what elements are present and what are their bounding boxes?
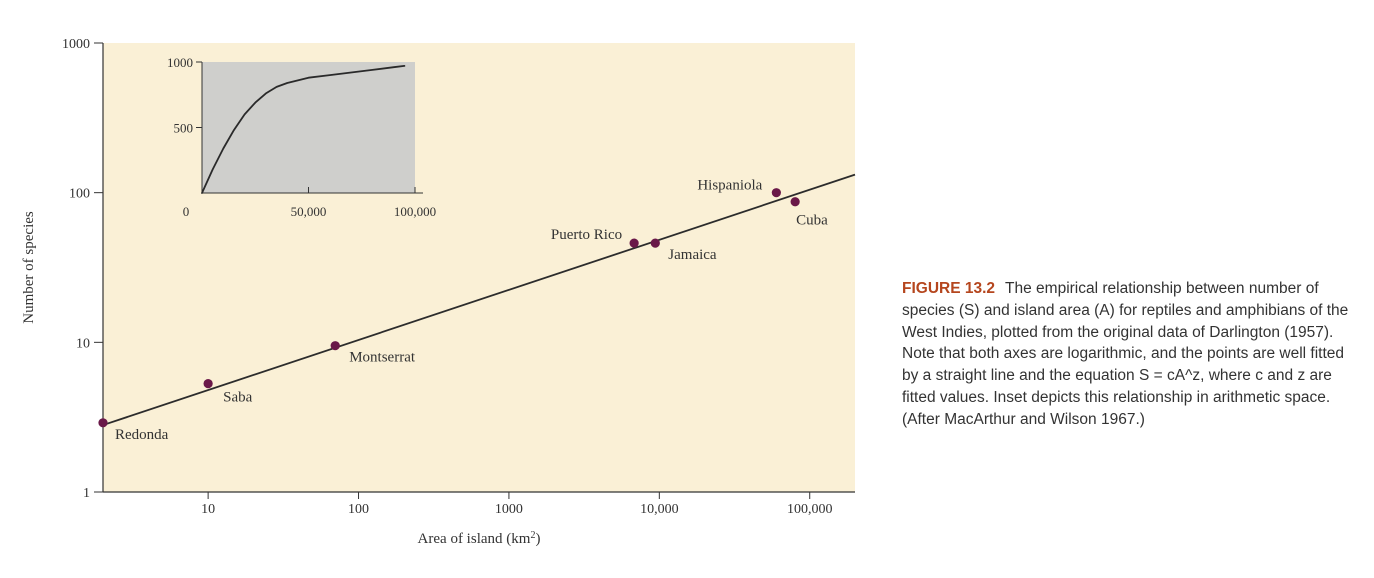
point-label-montserrat: Montserrat	[349, 350, 416, 366]
figure-caption: FIGURE 13.2 The empirical relationship be…	[902, 278, 1362, 431]
inset-y-tick-label: 500	[174, 121, 194, 136]
data-point-redonda	[98, 418, 108, 428]
inset-curve	[201, 65, 406, 194]
point-label-hispaniola: Hispaniola	[697, 178, 762, 194]
inset-x-tick-label: 50,000	[291, 204, 327, 219]
y-tick-label: 100	[69, 187, 90, 202]
y-axis-title: Number of species	[21, 211, 37, 324]
y-tick-label: 1000	[62, 37, 90, 52]
inset-x-tick-label: 0	[183, 204, 190, 219]
point-label-saba: Saba	[223, 390, 253, 406]
data-point-saba	[203, 379, 213, 389]
inset-x-tick-label: 100,000	[394, 204, 436, 219]
inset-y-tick-label: 1000	[167, 55, 193, 70]
x-tick-label: 10	[201, 502, 215, 517]
data-point-puerto-rico	[629, 238, 639, 248]
x-tick-label: 100,000	[787, 502, 833, 517]
data-point-jamaica	[650, 238, 660, 248]
species-area-chart: 1 10 100 1000 10 100 1000 10,000 100,000 Area of …	[21, 37, 856, 548]
point-label-cuba: Cuba	[796, 213, 828, 229]
inset-chart: 500 1000 0 50,000 100,000	[167, 55, 436, 219]
point-label-redonda: Redonda	[115, 427, 169, 443]
point-label-jamaica: Jamaica	[668, 247, 717, 263]
caption-label: FIGURE 13.2	[902, 280, 996, 297]
main-chart: 1 10 100 1000 10 100 1000 10,000 100,000 Area of …	[21, 37, 856, 548]
caption-text: The empirical relationship between numbe…	[902, 280, 1349, 428]
data-point-cuba	[790, 197, 800, 207]
x-tick-label: 100	[348, 502, 369, 517]
inset-background	[202, 62, 415, 193]
x-axis-title: Area of island (km2)	[418, 530, 541, 548]
x-tick-label: 1000	[495, 502, 523, 517]
fit-line	[102, 173, 856, 426]
y-tick-label: 1	[83, 486, 90, 501]
y-tick-label: 10	[76, 336, 90, 351]
x-tick-label: 10,000	[640, 502, 679, 517]
data-point-hispaniola	[771, 188, 781, 198]
figure: 1 10 100 1000 10 100 1000 10,000 100,000 Area of …	[21, 37, 856, 548]
point-label-puerto-rico: Puerto Rico	[551, 227, 622, 243]
data-point-montserrat	[330, 341, 340, 351]
